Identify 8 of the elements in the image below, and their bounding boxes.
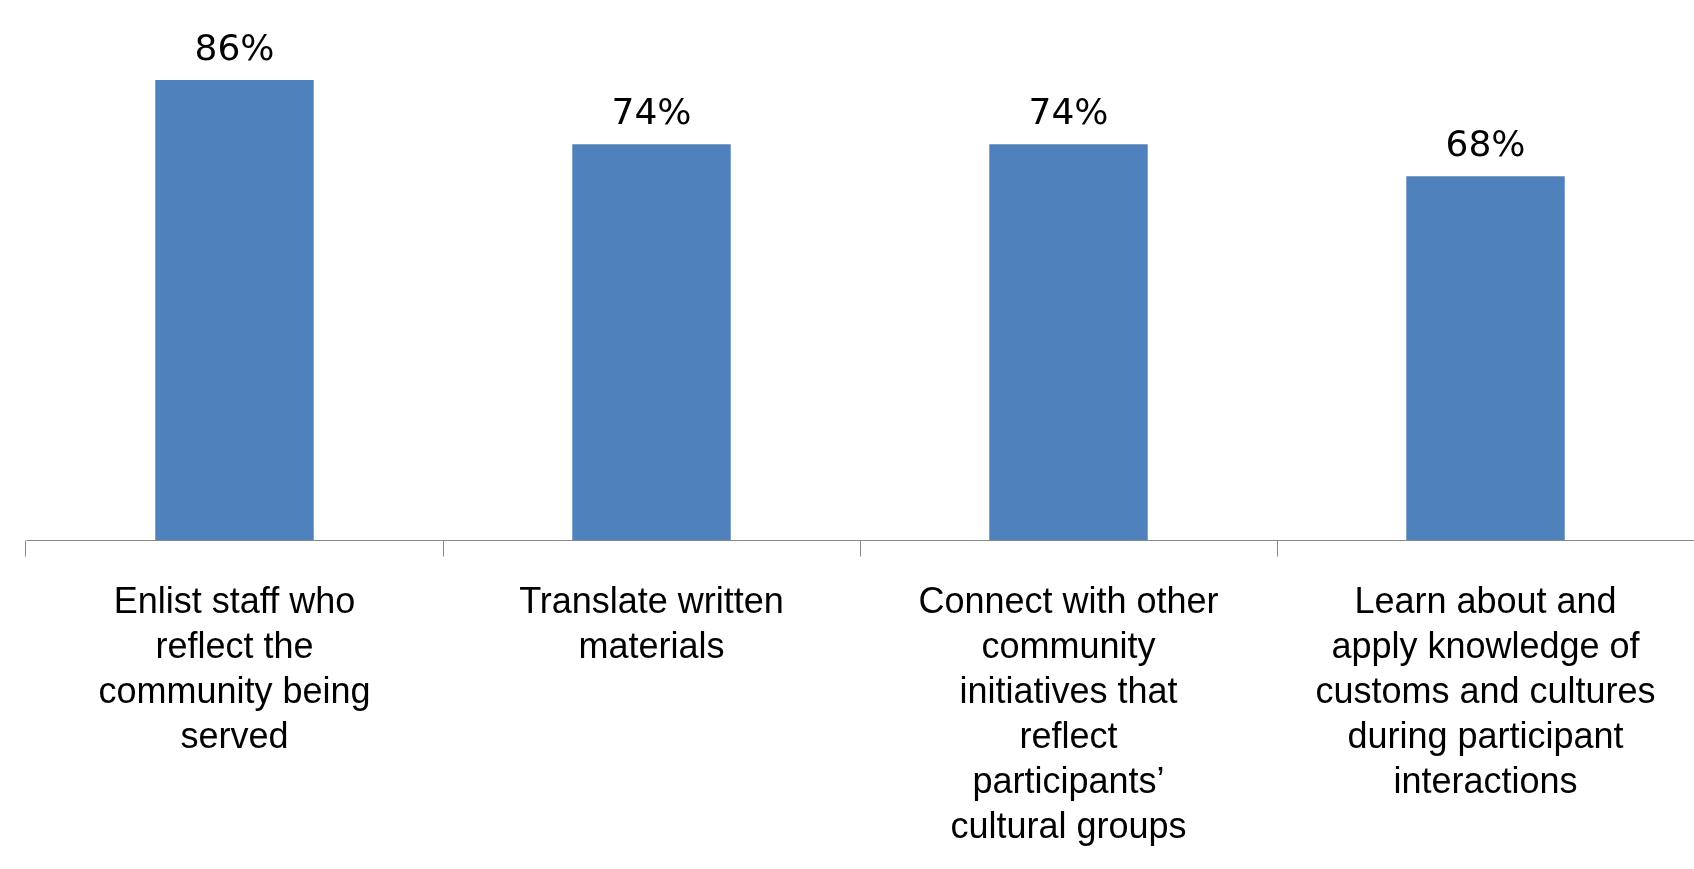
data-label: 74%: [1028, 91, 1109, 133]
x-tick-label: Enlist staff who reflect the community being served: [98, 579, 371, 756]
data-label: 74%: [611, 91, 692, 133]
data-label: 68%: [1445, 123, 1526, 165]
data-label: 86%: [194, 27, 275, 68]
x-tick-label: Learn about and apply knowledge of customs and cultures during participant interactions: [1315, 579, 1656, 801]
x-tick-label: Translate written materials: [519, 579, 784, 666]
x-tick-label: Connect with other community initiatives that reflect participants’ cultural groups: [918, 579, 1219, 846]
